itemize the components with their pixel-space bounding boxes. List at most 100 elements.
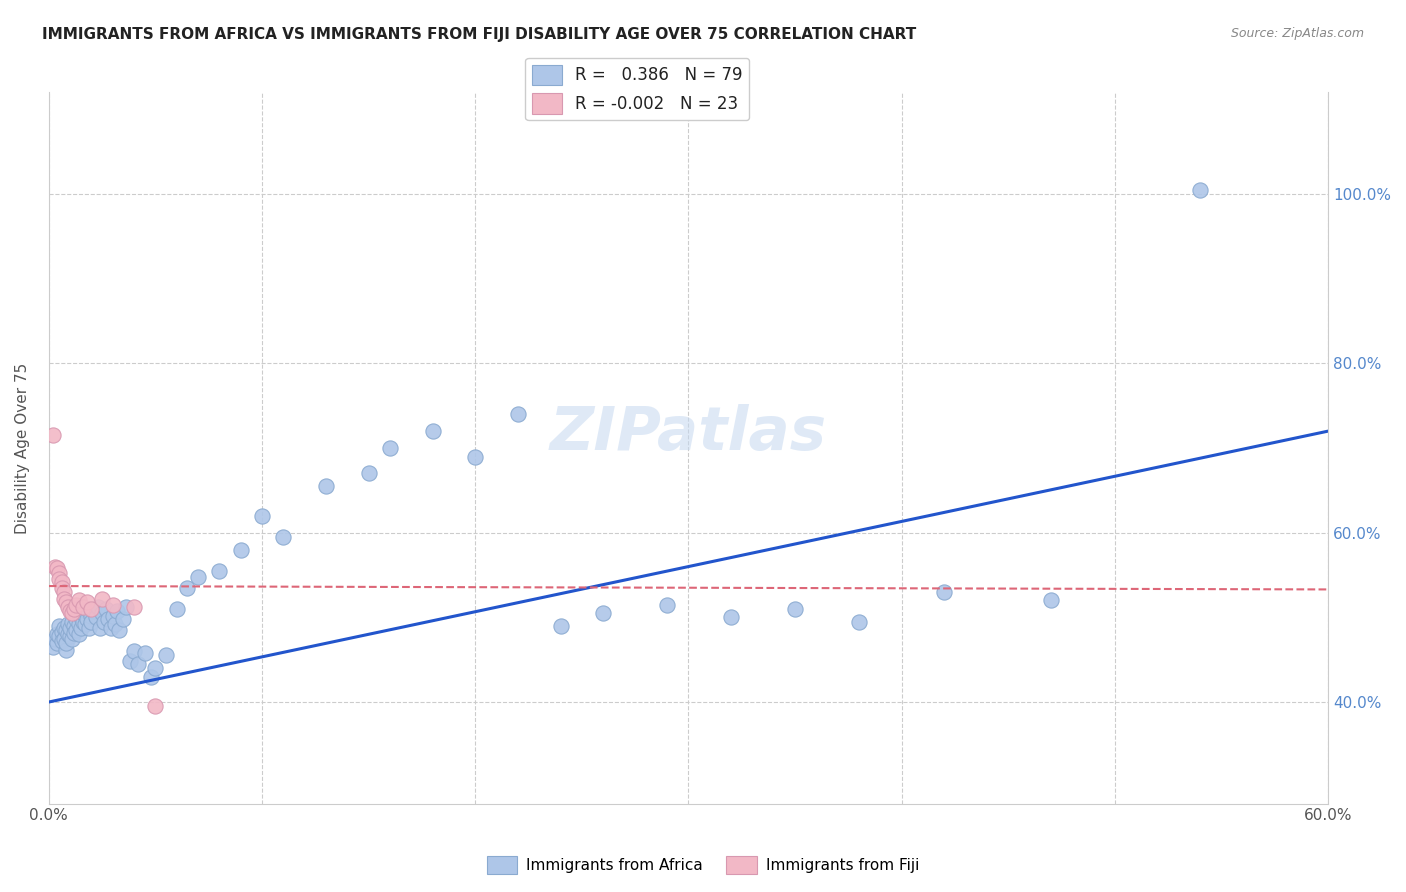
- Point: [65, 623, 87, 637]
- Point: [934, 585, 956, 599]
- Legend: R =   0.386   N = 79, R = -0.002   N = 23: R = 0.386 N = 79, R = -0.002 N = 23: [526, 58, 749, 120]
- Point: [63, 602, 86, 616]
- Point: [422, 424, 444, 438]
- Text: Source: ZipAtlas.com: Source: ZipAtlas.com: [1230, 27, 1364, 40]
- Point: [80, 602, 103, 616]
- Point: [48, 572, 70, 586]
- Point: [783, 602, 806, 616]
- Text: ZIPatlas: ZIPatlas: [550, 404, 827, 463]
- Point: [48, 566, 70, 581]
- Point: [55, 595, 77, 609]
- Point: [145, 661, 167, 675]
- Point: [122, 644, 145, 658]
- Point: [46, 627, 69, 641]
- Point: [55, 623, 77, 637]
- Point: [77, 621, 100, 635]
- Point: [122, 600, 145, 615]
- Point: [101, 608, 124, 623]
- Point: [105, 604, 128, 618]
- Point: [51, 574, 73, 589]
- Point: [100, 621, 122, 635]
- Point: [1189, 183, 1212, 197]
- Point: [51, 581, 73, 595]
- Point: [655, 598, 678, 612]
- Point: [118, 654, 141, 668]
- Point: [229, 542, 252, 557]
- Point: [101, 598, 124, 612]
- Point: [60, 615, 83, 629]
- Point: [80, 615, 103, 629]
- Point: [46, 561, 69, 575]
- Point: [104, 617, 127, 632]
- Point: [48, 619, 70, 633]
- Point: [91, 591, 114, 606]
- Point: [112, 612, 135, 626]
- Point: [59, 629, 82, 643]
- Point: [59, 621, 82, 635]
- Point: [134, 646, 156, 660]
- Point: [46, 636, 69, 650]
- Point: [63, 625, 86, 640]
- Point: [80, 608, 103, 623]
- Point: [65, 598, 87, 612]
- Point: [139, 670, 162, 684]
- Point: [63, 619, 86, 633]
- Point: [550, 619, 572, 633]
- Point: [97, 612, 120, 626]
- Point: [127, 657, 149, 671]
- Point: [44, 632, 66, 646]
- Point: [93, 615, 115, 629]
- Point: [83, 604, 105, 618]
- Point: [52, 591, 75, 606]
- Point: [271, 530, 294, 544]
- Point: [96, 602, 118, 616]
- Point: [76, 612, 98, 626]
- Point: [42, 640, 65, 654]
- Point: [42, 428, 65, 442]
- Point: [114, 600, 136, 615]
- Point: [84, 610, 107, 624]
- Point: [76, 602, 98, 616]
- Point: [378, 441, 401, 455]
- Point: [52, 585, 75, 599]
- Point: [187, 570, 209, 584]
- Point: [69, 621, 91, 635]
- Point: [67, 627, 90, 641]
- Point: [592, 606, 614, 620]
- Point: [51, 624, 73, 639]
- Point: [208, 564, 231, 578]
- Point: [72, 600, 94, 615]
- Point: [91, 606, 114, 620]
- Point: [89, 621, 111, 635]
- Point: [1039, 593, 1062, 607]
- Point: [67, 593, 90, 607]
- Point: [72, 606, 94, 620]
- Point: [56, 627, 79, 641]
- Point: [48, 629, 70, 643]
- Point: [59, 604, 82, 618]
- Y-axis label: Disability Age Over 75: Disability Age Over 75: [15, 362, 30, 533]
- Point: [51, 634, 73, 648]
- Point: [87, 600, 110, 615]
- Point: [56, 600, 79, 615]
- Point: [250, 508, 273, 523]
- Point: [464, 450, 486, 464]
- Point: [52, 621, 75, 635]
- Point: [52, 632, 75, 646]
- Point: [848, 615, 870, 629]
- Point: [315, 479, 337, 493]
- Point: [155, 648, 177, 663]
- Point: [60, 632, 83, 646]
- Point: [506, 407, 529, 421]
- Point: [176, 581, 198, 595]
- Point: [76, 595, 98, 609]
- Point: [55, 636, 77, 650]
- Point: [720, 610, 742, 624]
- Text: IMMIGRANTS FROM AFRICA VS IMMIGRANTS FROM FIJI DISABILITY AGE OVER 75 CORRELATIO: IMMIGRANTS FROM AFRICA VS IMMIGRANTS FRO…: [42, 27, 917, 42]
- Point: [357, 467, 380, 481]
- Point: [44, 559, 66, 574]
- Point: [56, 617, 79, 632]
- Point: [108, 623, 131, 637]
- Point: [67, 617, 90, 632]
- Point: [65, 612, 87, 626]
